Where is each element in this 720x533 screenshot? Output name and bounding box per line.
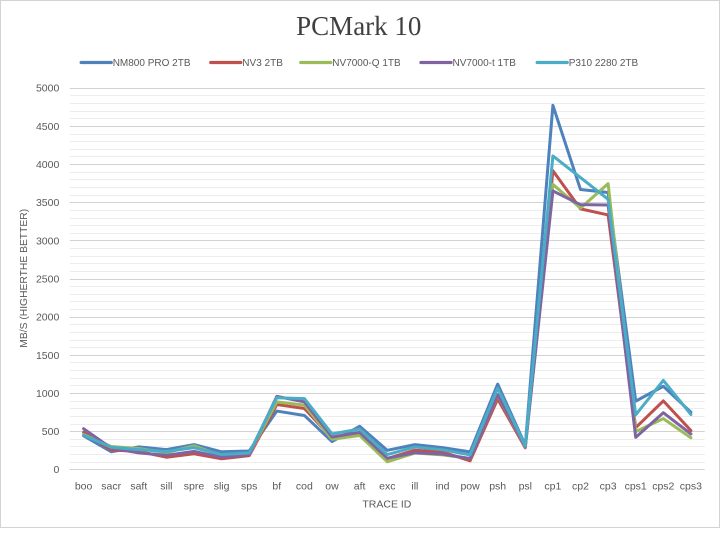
svg-text:P310 2280 2TB: P310 2280 2TB: [569, 58, 639, 69]
svg-text:cps2: cps2: [652, 481, 674, 493]
svg-text:3500: 3500: [36, 197, 60, 209]
svg-text:boo: boo: [75, 481, 93, 493]
svg-text:cod: cod: [296, 481, 313, 493]
svg-text:1500: 1500: [36, 350, 60, 362]
svg-text:ill: ill: [411, 481, 418, 493]
svg-text:exc: exc: [379, 481, 395, 493]
svg-text:0: 0: [53, 464, 59, 476]
svg-text:TRACE ID: TRACE ID: [362, 499, 411, 511]
svg-text:bf: bf: [272, 481, 281, 493]
svg-text:NV7000-t 1TB: NV7000-t 1TB: [453, 58, 517, 69]
svg-text:2500: 2500: [36, 273, 60, 285]
svg-text:cp1: cp1: [544, 481, 561, 493]
svg-text:pow: pow: [460, 481, 480, 493]
svg-text:aft: aft: [354, 481, 366, 493]
svg-text:4500: 4500: [36, 121, 60, 133]
svg-text:psh: psh: [489, 481, 506, 493]
svg-text:MB/S (HIGHERTHE BETTER): MB/S (HIGHERTHE BETTER): [19, 209, 30, 348]
svg-text:ind: ind: [435, 481, 449, 493]
svg-text:2000: 2000: [36, 312, 60, 324]
svg-text:ow: ow: [325, 481, 339, 493]
svg-text:sill: sill: [160, 481, 172, 493]
svg-text:500: 500: [42, 426, 60, 438]
svg-text:slig: slig: [214, 481, 230, 493]
svg-text:NM800 PRO 2TB: NM800 PRO 2TB: [113, 58, 191, 69]
svg-text:saft: saft: [130, 481, 147, 493]
svg-text:cps3: cps3: [680, 481, 702, 493]
svg-text:spre: spre: [184, 481, 205, 493]
svg-text:4000: 4000: [36, 159, 60, 171]
svg-text:NV7000-Q 1TB: NV7000-Q 1TB: [332, 58, 401, 69]
svg-text:1000: 1000: [36, 388, 60, 400]
svg-text:NV3 2TB: NV3 2TB: [242, 58, 283, 69]
svg-text:cps1: cps1: [625, 481, 647, 493]
svg-text:3000: 3000: [36, 235, 60, 247]
svg-text:cp3: cp3: [600, 481, 617, 493]
svg-text:cp2: cp2: [572, 481, 589, 493]
svg-text:5000: 5000: [36, 83, 60, 95]
svg-text:sacr: sacr: [101, 481, 121, 493]
svg-text:psl: psl: [519, 481, 532, 493]
svg-text:PCMark 10: PCMark 10: [296, 11, 421, 41]
svg-text:sps: sps: [241, 481, 257, 493]
